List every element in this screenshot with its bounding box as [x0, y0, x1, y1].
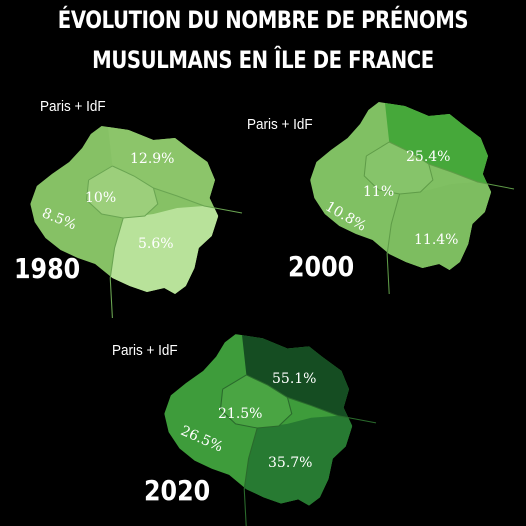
region-center: [220, 374, 292, 428]
map-1980-value-center: 10%: [85, 190, 116, 206]
map-2020-value-north-east: 55.1%: [272, 371, 316, 387]
map-1980-value-north-east: 12.9%: [130, 151, 174, 167]
map-1980-year: 1980: [14, 252, 81, 285]
title-line-1: ÉVOLUTION DU NOMBRE DE PRÉNOMS: [57, 6, 469, 34]
map-2000-value-south-east: 11.4%: [414, 232, 458, 248]
region-center: [364, 142, 433, 194]
map-2000-value-center: 11%: [363, 184, 394, 200]
map-2020-value-center: 21.5%: [218, 406, 262, 422]
map-2000: [310, 102, 515, 295]
region-center: [86, 166, 158, 218]
map-1980-value-south-east: 5.6%: [138, 236, 174, 252]
map-2000-year: 2000: [288, 250, 355, 283]
map-2000-value-north-east: 25.4%: [406, 149, 450, 165]
map-1980-scope-label: Paris + IdF: [40, 98, 106, 115]
map-2020-year: 2020: [144, 474, 211, 507]
title-line-2: MUSULMANS EN ÎLE DE FRANCE: [92, 46, 434, 74]
region-south-east: [110, 206, 219, 294]
map-2020-scope-label: Paris + IdF: [112, 342, 178, 359]
map-2000-scope-label: Paris + IdF: [247, 116, 313, 133]
map-2020-value-south-east: 35.7%: [268, 455, 312, 471]
